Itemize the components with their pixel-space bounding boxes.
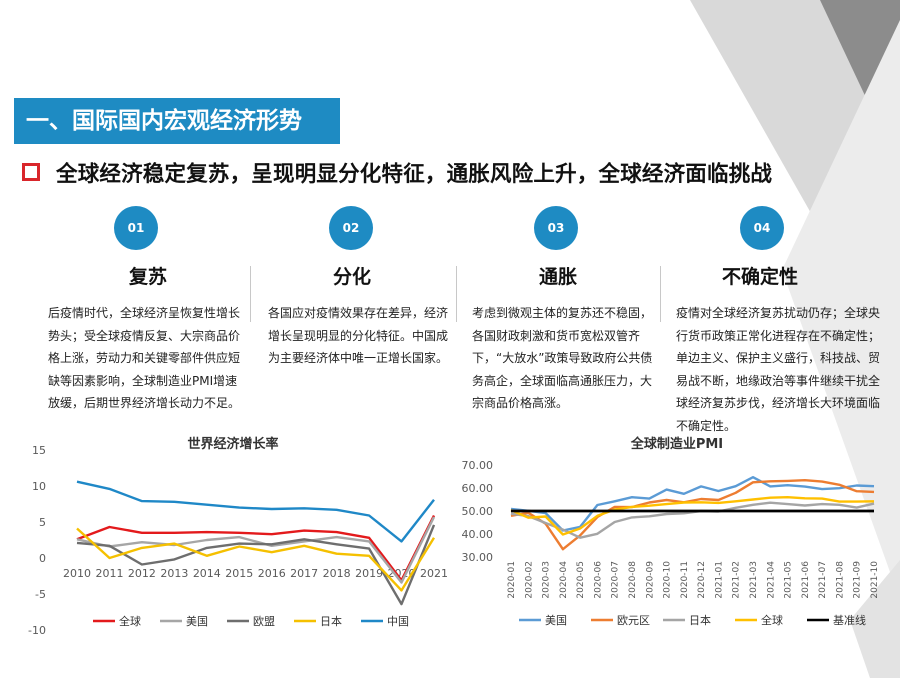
bullet-square-icon: [22, 163, 40, 181]
column-heading: 不确定性: [721, 266, 798, 288]
legend-label: 美国: [545, 614, 567, 627]
series-line-欧盟: [76, 524, 436, 606]
column-divider: [456, 266, 457, 322]
y-tick-label: 40.00: [462, 528, 494, 541]
y-tick-label: 10: [32, 480, 46, 493]
section-title: 一、国际国内宏观经济形势: [14, 98, 340, 144]
x-tick-label: 2020-03: [542, 561, 552, 599]
chart-title: 世界经济增长率: [187, 436, 278, 452]
x-tick-label: 2020-05: [576, 561, 586, 599]
legend-label: 基准线: [833, 613, 866, 627]
x-tick-label: 2021: [420, 567, 448, 580]
x-tick-label: 2021-09: [853, 561, 863, 599]
x-tick-label: 2021-10: [870, 561, 880, 599]
x-tick-label: 2021-05: [784, 561, 794, 599]
series-line-美国: [76, 516, 436, 584]
y-tick-label: 15: [32, 444, 46, 457]
series-line-中国: [76, 480, 435, 543]
y-tick-label: 30.00: [462, 551, 494, 564]
x-tick-label: 2013: [160, 567, 188, 580]
x-tick-label: 2017: [290, 567, 318, 580]
series-line-美国: [510, 476, 875, 532]
legend-label: 欧元区: [617, 614, 650, 627]
x-tick-label: 2020-06: [593, 561, 603, 599]
series-line-日本: [76, 527, 436, 592]
legend-label: 全球: [119, 614, 141, 628]
series-line-全球: [76, 514, 436, 582]
x-tick-label: 2020-08: [628, 561, 638, 599]
x-tick-label: 2012: [128, 567, 156, 580]
series-line-全球: [510, 495, 875, 536]
y-tick-label: -5: [35, 588, 46, 601]
legend-label: 中国: [387, 615, 409, 628]
column-body: 考虑到微观主体的复苏还不稳固，各国财政刺激和货币宽松双管齐下，“大放水”政策导致…: [472, 306, 653, 410]
x-tick-label: 2020-07: [611, 561, 621, 599]
x-tick-label: 2010: [63, 567, 91, 580]
deco-shape-band: [782, 20, 900, 600]
pmi-chart: 全球制造业PMI 30.00 40.00 50.00 60.00 70.00 2020-01…: [462, 436, 881, 627]
series-line-欧元区: [510, 479, 875, 551]
y-tick-label: 5: [39, 516, 46, 529]
x-tick-label: 2021-02: [732, 561, 742, 599]
number-badge: 04: [740, 206, 784, 250]
x-tick-label: 2020-11: [680, 561, 690, 599]
column-body: 各国应对疫情效果存在差异，经济增长呈现明显的分化特征。中国成为主要经济体中唯一正…: [268, 306, 449, 365]
column-heading: 复苏: [128, 266, 167, 288]
x-tick-label: 2020-12: [697, 561, 707, 599]
column-heading: 分化: [332, 266, 371, 288]
subtitle-row: 全球经济稳定复苏，呈现明显分化特征，通胀风险上升，全球经济面临挑战: [22, 154, 772, 190]
column-divider: [250, 266, 251, 322]
x-tick-label: 2021-03: [749, 561, 759, 599]
number-badge: 03: [534, 206, 578, 250]
column-body: 后疫情时代，全球经济呈恢复性增长势头；受全球疫情反复、大宗商品价格上涨，劳动力和…: [48, 306, 241, 410]
x-tick-label: 2019: [355, 567, 383, 580]
column-body: 疫情对全球经济复苏扰动仍存；全球央行货币政策正常化进程存在不确定性；单边主义、保…: [676, 306, 881, 433]
deco-shape-corner: [850, 560, 900, 678]
x-tick-label: 2021-06: [801, 561, 811, 599]
x-tick-label: 2021-01: [714, 561, 724, 599]
x-tick-label: 2020-10: [663, 561, 673, 599]
x-tick-label: 2020-02: [524, 561, 534, 599]
number-badge: 02: [329, 206, 373, 250]
x-tick-label: 2015: [225, 567, 253, 580]
x-tick-label: 2016: [258, 567, 286, 580]
x-tick-label: 2018: [323, 567, 351, 580]
y-tick-label: 0: [39, 552, 46, 565]
chart-title: 全球制造业PMI: [630, 436, 723, 452]
y-tick-label: 70.00: [462, 459, 494, 472]
x-tick-label: 2020-01: [507, 561, 517, 599]
x-tick-label: 2021-04: [766, 561, 776, 599]
legend-label: 欧盟: [253, 615, 275, 628]
column-heading: 通胀: [538, 266, 577, 288]
subtitle: 全球经济稳定复苏，呈现明显分化特征，通胀风险上升，全球经济面临挑战: [56, 161, 773, 187]
growth-rate-chart: 世界经济增长率 -10 -5 0 5 10 15 2010 2011 2012 2013 2014 20…: [28, 436, 448, 637]
column-divider: [660, 266, 661, 322]
legend-label: 日本: [689, 613, 711, 627]
x-tick-label: 2020-04: [559, 561, 569, 599]
x-tick-label: 2011: [95, 567, 123, 580]
legend-label: 美国: [186, 615, 208, 628]
y-tick-label: -10: [28, 624, 46, 637]
x-tick-label: 2021-07: [818, 561, 828, 599]
y-tick-label: 60.00: [462, 482, 494, 495]
legend-label: 全球: [761, 613, 783, 627]
x-tick-label: 2021-08: [835, 561, 845, 599]
legend-label: 日本: [320, 614, 342, 628]
y-tick-label: 50.00: [462, 505, 494, 518]
number-badge: 01: [114, 206, 158, 250]
x-tick-label: 2020-09: [645, 561, 655, 599]
x-tick-label: 2014: [193, 567, 221, 580]
